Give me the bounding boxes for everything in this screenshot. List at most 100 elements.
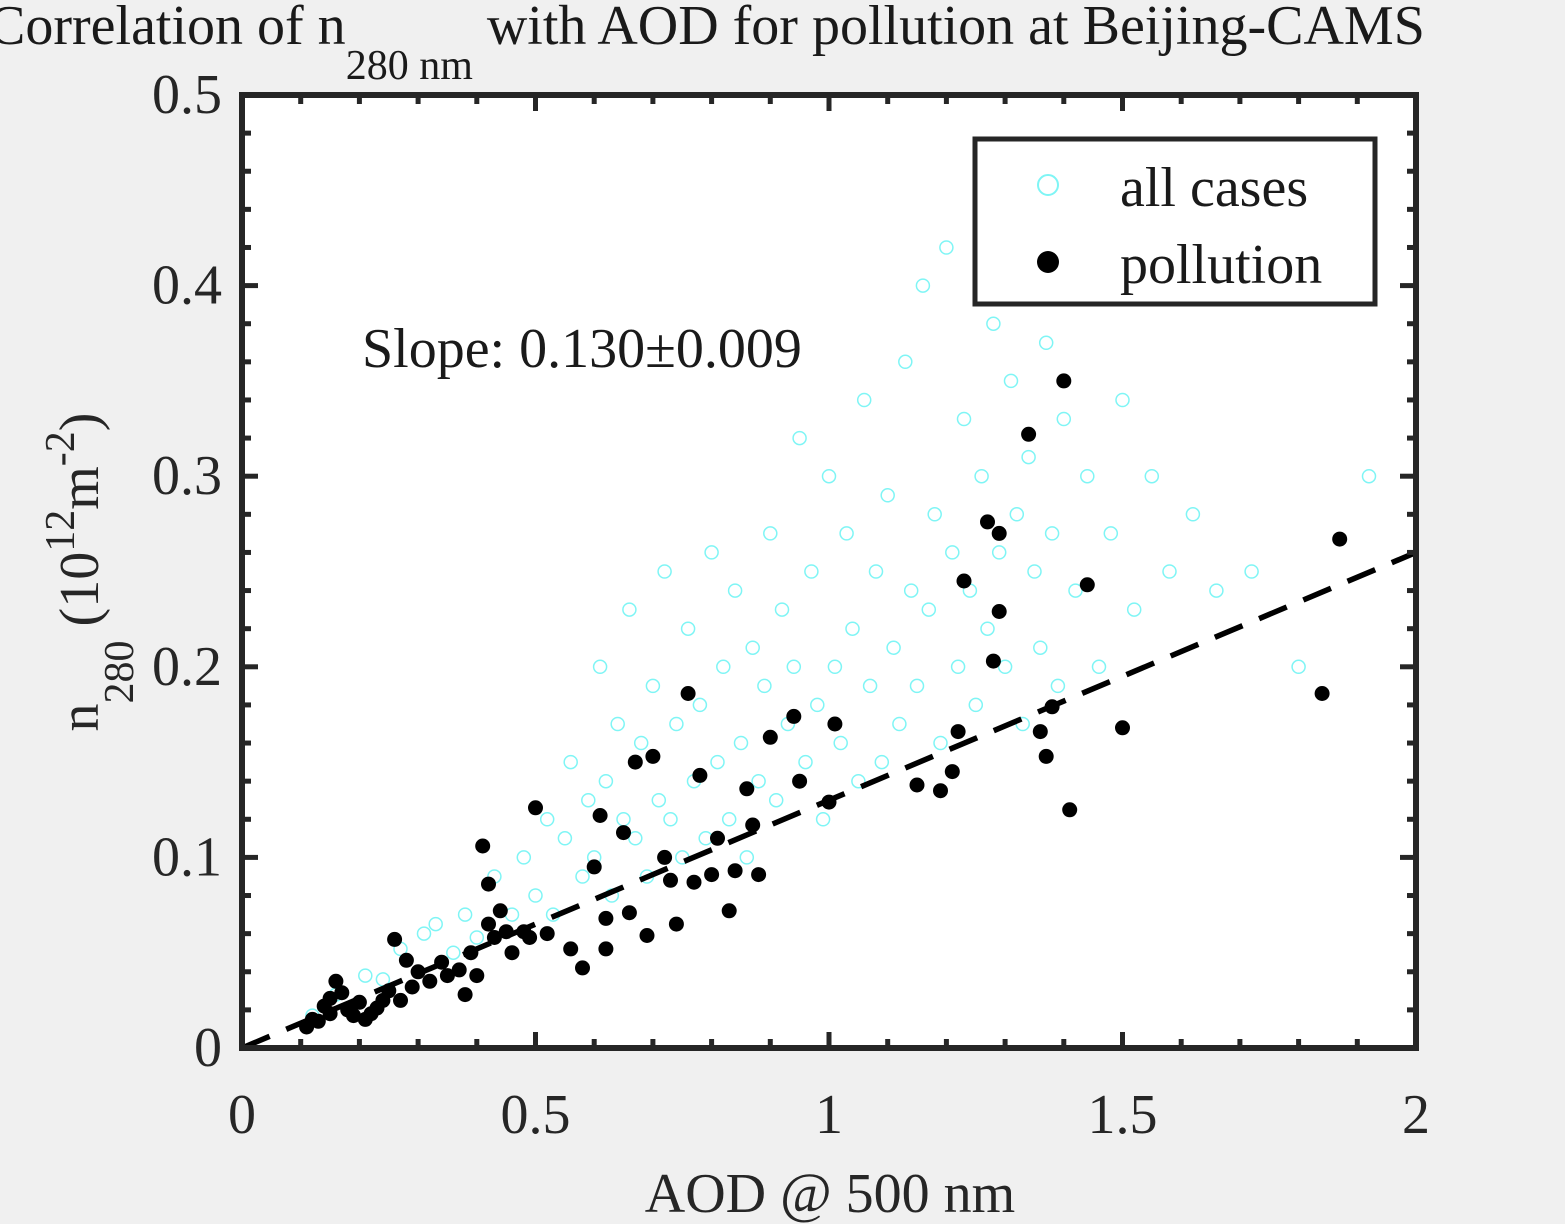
pollution-point <box>469 968 485 984</box>
all-cases-point <box>358 968 373 983</box>
chart-title-suffix: with AOD for pollution at Beijing-CAMS <box>473 0 1425 57</box>
all-cases-point <box>950 659 966 675</box>
pollution-point <box>387 931 403 947</box>
all-cases-point <box>1361 468 1377 484</box>
pollution-point <box>944 764 960 780</box>
all-cases-point <box>1115 392 1130 408</box>
all-cases-point <box>651 792 667 808</box>
pollution-point <box>486 930 502 945</box>
pollution-point <box>457 987 473 1003</box>
all-cases-point <box>1209 583 1224 598</box>
pollution-point <box>351 994 367 1010</box>
pollution-point <box>645 748 661 764</box>
all-cases-point <box>880 488 895 503</box>
all-cases-point <box>1056 411 1072 427</box>
pollution-point <box>498 924 514 940</box>
pollution-point <box>322 1006 338 1022</box>
pollution-point <box>586 859 602 875</box>
pollution-point <box>663 872 678 888</box>
pollution-point <box>956 573 972 589</box>
all-cases-point <box>1009 507 1025 522</box>
pollution-series <box>299 373 1348 1035</box>
legend-all-cases-label: all cases <box>1120 157 1308 219</box>
all-cases-point <box>927 507 942 522</box>
pollution-point <box>398 952 414 968</box>
pollution-point <box>563 941 579 957</box>
x-tick-label: 0.5 <box>501 1084 571 1146</box>
chart-title-prefix: Correlation of n <box>0 0 346 57</box>
y-label-main: n <box>49 703 111 731</box>
pollution-point <box>739 781 755 797</box>
all-cases-point <box>1033 640 1048 655</box>
pollution-point <box>393 992 408 1008</box>
all-cases-point <box>945 545 960 560</box>
pollution-point <box>522 930 538 945</box>
all-cases-point <box>669 716 684 732</box>
x-tick-label: 0 <box>228 1084 256 1146</box>
pollution-point <box>657 849 673 865</box>
legend: all cases pollution <box>972 136 1378 307</box>
pollution-point <box>592 808 608 823</box>
y-label-unit-mid: m <box>49 466 111 510</box>
all-cases-point <box>939 240 954 255</box>
pollution-point <box>991 525 1007 541</box>
all-cases-point <box>909 678 925 694</box>
all-cases-point <box>1068 583 1083 598</box>
all-cases-point <box>1050 678 1066 694</box>
pollution-point <box>909 777 925 793</box>
pollution-point <box>751 867 767 883</box>
all-cases-point <box>563 754 578 770</box>
pollution-point <box>721 903 737 919</box>
all-cases-point <box>721 812 737 827</box>
all-cases-point <box>739 850 755 865</box>
all-cases-point <box>745 640 760 655</box>
all-cases-point <box>751 773 766 789</box>
all-cases-point <box>827 659 843 675</box>
pollution-point <box>1038 748 1054 764</box>
all-cases-point <box>592 659 608 675</box>
all-cases-point <box>845 621 860 636</box>
pollution-point <box>1044 699 1060 715</box>
pollution-point <box>463 945 479 961</box>
pollution-point <box>686 874 702 890</box>
y-tick-label: 0.1 <box>152 826 222 888</box>
y-tick-label: 0 <box>194 1017 222 1079</box>
legend-box <box>972 136 1378 307</box>
all-cases-point <box>557 831 573 846</box>
pollution-point <box>821 794 837 810</box>
all-cases-point <box>956 411 972 427</box>
all-cases-point <box>633 735 649 751</box>
pollution-point <box>980 514 995 530</box>
legend-all-cases-marker <box>1037 174 1059 196</box>
axes-frame <box>239 92 1419 1051</box>
all-cases-point <box>1103 526 1119 541</box>
pollution-point <box>1115 720 1130 736</box>
all-cases-point <box>680 621 696 636</box>
x-tick-label: 2 <box>1402 1084 1430 1146</box>
all-cases-point <box>868 564 884 579</box>
all-cases-point <box>457 907 473 922</box>
y-tick-labels: 0 0.1 0.2 0.3 0.4 0.5 <box>152 64 222 1079</box>
pollution-point <box>616 825 631 841</box>
pollution-point <box>334 985 350 1001</box>
all-cases-point <box>575 869 590 884</box>
pollution-point <box>598 941 614 957</box>
all-cases-point <box>874 754 890 770</box>
all-cases-point <box>610 716 625 732</box>
pollution-point <box>598 910 614 926</box>
all-cases-point <box>757 678 772 694</box>
all-cases-point <box>839 526 854 541</box>
pollution-point <box>1056 373 1072 389</box>
pollution-point <box>504 945 520 961</box>
pollution-point <box>704 867 720 883</box>
all-cases-point <box>898 354 913 370</box>
pollution-point <box>322 990 338 1006</box>
all-cases-point <box>628 831 643 846</box>
all-cases-point <box>692 697 708 713</box>
x-tick-label: 1 <box>815 1084 843 1146</box>
all-cases-point <box>862 678 878 694</box>
pollution-point <box>410 964 426 980</box>
all-cases-point <box>886 640 901 655</box>
all-cases-point <box>1162 564 1177 579</box>
